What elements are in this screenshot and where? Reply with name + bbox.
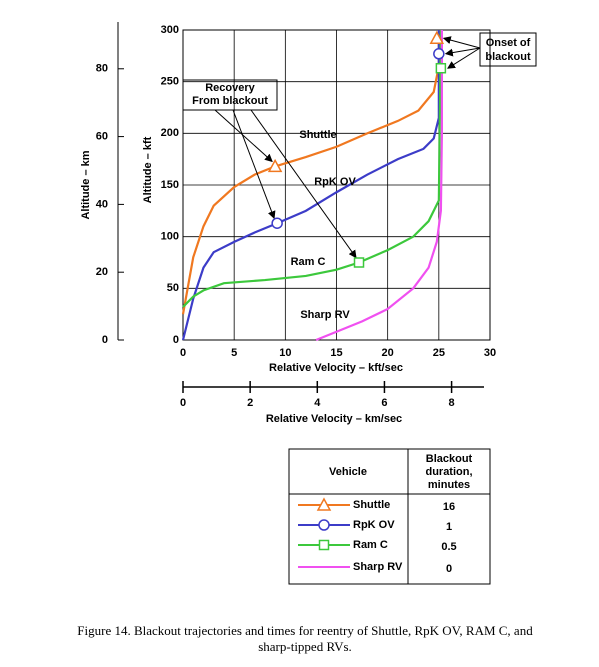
legend-label: Shuttle [353, 499, 390, 511]
series-line [181, 30, 440, 315]
legend-label: RpK OV [353, 519, 395, 531]
x2-tick-label: 0 [180, 397, 186, 409]
x-tick-label: 10 [279, 347, 291, 359]
x2-tick-label: 8 [449, 397, 455, 409]
x2-axis-title: Relative Velocity – km/sec [266, 413, 402, 425]
x-tick-label: 20 [382, 347, 394, 359]
legend-table [288, 448, 491, 585]
curve-label: RpK OV [314, 176, 356, 188]
legend-duration: 0.5 [441, 541, 456, 553]
caption: sharp-tipped RVs. [258, 639, 352, 654]
x-axis-title: Relative Velocity – kft/sec [269, 362, 403, 374]
legend-marker [318, 539, 330, 551]
curve-label: Sharp RV [300, 309, 350, 321]
x2-tick-label: 4 [314, 397, 321, 409]
legend-label: Ram C [353, 539, 388, 551]
curve-label: Shuttle [299, 129, 336, 141]
y2-axis-title: Altitude – km [80, 150, 92, 219]
recovery-marker [267, 158, 283, 173]
y-tick-label: 200 [161, 127, 179, 139]
annotation-arrow [442, 36, 481, 49]
x-tick-label: 25 [433, 347, 445, 359]
x-tick-label: 0 [180, 347, 186, 359]
legend-marker [318, 519, 330, 531]
x2-tick-label: 2 [247, 397, 253, 409]
y2-tick-label: 40 [96, 198, 108, 210]
y-tick-label: 50 [167, 282, 179, 294]
x-tick-label: 30 [484, 347, 496, 359]
y2-tick-label: 20 [96, 266, 108, 278]
legend-duration: 16 [443, 501, 455, 513]
annotation: Recovery [205, 82, 255, 94]
legend-header: duration, [425, 466, 472, 478]
caption: Figure 14. Blackout trajectories and tim… [77, 623, 533, 638]
y2-tick-label: 0 [102, 334, 108, 346]
y-tick-label: 0 [173, 334, 179, 346]
annotation-arrow [232, 109, 276, 220]
legend-header: minutes [428, 479, 470, 491]
series-line [181, 30, 440, 341]
annotation: blackout [485, 51, 531, 63]
onset-marker [429, 30, 445, 45]
annotation-box [479, 32, 537, 67]
annotation-arrow [214, 109, 273, 163]
y-tick-label: 300 [161, 24, 179, 36]
x-tick-label: 5 [231, 347, 237, 359]
y-tick-label: 100 [161, 231, 179, 243]
legend-header: Blackout [426, 453, 473, 465]
legend-header: Vehicle [329, 466, 367, 478]
y-tick-label: 150 [161, 179, 179, 191]
annotation: From blackout [192, 95, 268, 107]
annotation-arrow [447, 47, 481, 69]
x2-tick-label: 6 [381, 397, 387, 409]
legend-duration: 1 [446, 521, 452, 533]
legend-marker [316, 497, 332, 511]
annotation: Onset of [486, 37, 531, 49]
annotation-box [182, 79, 278, 111]
legend-duration: 0 [446, 563, 452, 575]
recovery-marker [271, 217, 283, 229]
y-tick-label: 250 [161, 76, 179, 88]
y2-tick-label: 80 [96, 63, 108, 75]
series-line [182, 29, 442, 308]
onset-marker [435, 62, 447, 74]
x-tick-label: 15 [330, 347, 342, 359]
curve-label: Ram C [291, 256, 326, 268]
recovery-marker [353, 257, 365, 268]
annotation-arrow [250, 109, 357, 259]
legend-label: Sharp RV [353, 561, 403, 573]
y2-tick-label: 60 [96, 130, 108, 142]
annotation-arrow [444, 47, 481, 57]
onset-marker [433, 48, 445, 60]
y-axis-title: Altitude – kft [142, 136, 154, 203]
series-line [315, 30, 444, 342]
